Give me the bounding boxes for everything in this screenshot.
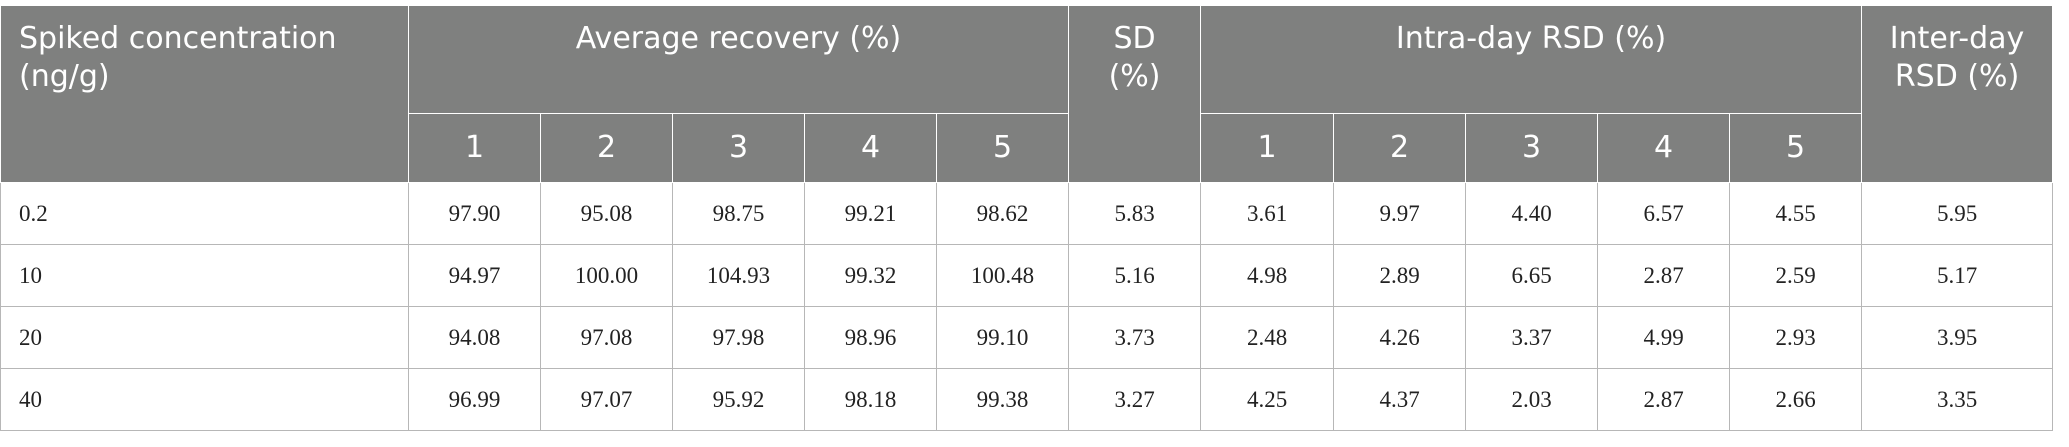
- table-cell: 4.37: [1333, 368, 1467, 431]
- table-cell: 99.32: [804, 244, 937, 307]
- table-cell: 2.03: [1465, 368, 1599, 431]
- table-cell: 96.99: [408, 368, 541, 431]
- header-row: Spiked concentration (ng/g) Average reco…: [0, 5, 2054, 183]
- table-header: Spiked concentration (ng/g) Average reco…: [0, 5, 2054, 183]
- table-cell: 4.98: [1200, 244, 1335, 307]
- table-cell: 3.73: [1068, 306, 1202, 369]
- header-cell: 5: [935, 113, 1070, 183]
- table-cell: 2.87: [1597, 368, 1731, 431]
- header-cell: 3: [1465, 113, 1599, 183]
- table-cell: 100.48: [935, 244, 1070, 307]
- table-cell: 6.57: [1597, 182, 1731, 245]
- header-cell: Intra-day RSD (%): [1200, 5, 1863, 114]
- table-cell: 98.75: [672, 182, 805, 245]
- header-cell: Average recovery (%): [407, 5, 1070, 114]
- header-cell: 5: [1729, 113, 1863, 183]
- table-cell: 3.61: [1200, 182, 1335, 245]
- table-cell: 95.92: [672, 368, 805, 431]
- table-row: 20 94.08 97.08 97.98 98.96 99.10 3.73 2.48 4.26 3…: [0, 306, 2054, 369]
- table-cell: 2.48: [1200, 306, 1335, 369]
- table-cell: 5.16: [1068, 244, 1202, 307]
- header-cell: Inter-day RSD (%): [1861, 5, 2054, 183]
- header-cell: Spiked concentration (ng/g): [0, 5, 409, 183]
- table-row: 0.2 97.90 95.08 98.75 99.21 98.62 5.83 3.61 9.97…: [0, 182, 2054, 245]
- table-cell: 99.10: [935, 306, 1070, 369]
- header-cell: 3: [672, 113, 805, 183]
- header-cell: 4: [1597, 113, 1731, 183]
- table-cell: 94.97: [408, 244, 541, 307]
- table-cell: 97.90: [408, 182, 541, 245]
- table-cell: 20: [0, 306, 409, 369]
- table-cell: 4.25: [1200, 368, 1335, 431]
- table-cell: 94.08: [408, 306, 541, 369]
- table-cell: 97.98: [672, 306, 805, 369]
- table-cell: 3.95: [1861, 306, 2054, 369]
- data-table: Spiked concentration (ng/g) Average reco…: [0, 5, 2054, 431]
- table-row: 40 96.99 97.07 95.92 98.18 99.38 3.27 4.25 4.37 2…: [0, 368, 2054, 431]
- table-body: 0.2 97.90 95.08 98.75 99.21 98.62 5.83 3.61 9.97…: [0, 182, 2054, 431]
- table-cell: 4.40: [1465, 182, 1599, 245]
- table-cell: 104.93: [672, 244, 805, 307]
- table-cell: 99.21: [804, 182, 937, 245]
- table-cell: 2.87: [1597, 244, 1731, 307]
- table-cell: 6.65: [1465, 244, 1599, 307]
- table-cell: 5.17: [1861, 244, 2054, 307]
- table-cell: 100.00: [540, 244, 673, 307]
- header-cell: 1: [408, 113, 541, 183]
- table-cell: 97.07: [540, 368, 673, 431]
- table-cell: 2.59: [1729, 244, 1863, 307]
- header-cell: 2: [540, 113, 673, 183]
- table-cell: 10: [0, 244, 409, 307]
- table-cell: 4.55: [1729, 182, 1863, 245]
- table-row: 10 94.97 100.00 104.93 99.32 100.48 5.16 4.98 2.…: [0, 244, 2054, 307]
- table-cell: 4.99: [1597, 306, 1731, 369]
- header-cell: 1: [1200, 113, 1335, 183]
- header-cell: 4: [804, 113, 937, 183]
- table-cell: 95.08: [540, 182, 673, 245]
- table-cell: 98.18: [804, 368, 937, 431]
- table-cell: 5.95: [1861, 182, 2054, 245]
- table-cell: 3.37: [1465, 306, 1599, 369]
- table-cell: 0.2: [0, 182, 409, 245]
- table-cell: 5.83: [1068, 182, 1202, 245]
- table-cell: 98.62: [935, 182, 1070, 245]
- table-cell: 9.97: [1333, 182, 1467, 245]
- table-cell: 3.27: [1068, 368, 1202, 431]
- table-cell: 2.66: [1729, 368, 1863, 431]
- header-cell: 2: [1333, 113, 1467, 183]
- table-cell: 98.96: [804, 306, 937, 369]
- table-cell: 2.89: [1333, 244, 1467, 307]
- table-cell: 99.38: [935, 368, 1070, 431]
- header-cell: SD (%): [1068, 5, 1202, 183]
- table-cell: 2.93: [1729, 306, 1863, 369]
- table-cell: 40: [0, 368, 409, 431]
- table-cell: 3.35: [1861, 368, 2054, 431]
- table-cell: 97.08: [540, 306, 673, 369]
- table-cell: 4.26: [1333, 306, 1467, 369]
